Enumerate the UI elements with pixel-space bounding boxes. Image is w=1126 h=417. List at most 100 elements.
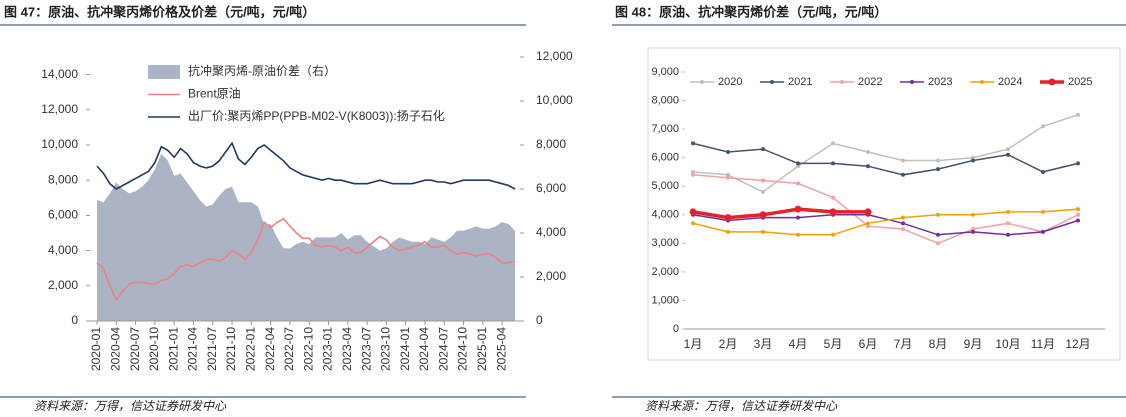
x-tick-label: 10月	[995, 337, 1020, 351]
x-tick-label: 2023-07	[359, 327, 373, 371]
x-tick-label: 6月	[859, 337, 878, 351]
legend-label: 2022	[858, 76, 882, 88]
x-tick-label: 2023-01	[321, 327, 335, 371]
point	[936, 158, 940, 163]
point	[726, 175, 730, 180]
point	[1041, 229, 1045, 234]
x-tick-label: 2月	[719, 337, 738, 351]
point	[796, 164, 800, 169]
x-tick-label: 12月	[1065, 337, 1090, 351]
point	[866, 164, 870, 169]
x-tick-label: 2020-01	[89, 327, 103, 371]
point	[691, 221, 695, 226]
legend-marker	[700, 80, 704, 84]
legend-label: 抗冲聚丙烯-原油价差（右）	[188, 63, 336, 78]
line	[692, 207, 868, 220]
y-tick-label: 0	[71, 313, 78, 327]
point	[901, 172, 905, 177]
point	[971, 212, 975, 217]
y-tick-label: 2,000	[651, 266, 679, 278]
line	[692, 214, 1079, 236]
point	[1006, 152, 1010, 157]
y-tick-label: 3,000	[651, 237, 679, 249]
point	[936, 232, 940, 237]
point	[1006, 221, 1010, 226]
y-tick-label: 12,000	[41, 102, 78, 116]
x-tick-label: 2022-10	[301, 327, 315, 371]
point	[901, 158, 905, 163]
point	[831, 161, 835, 166]
line	[692, 114, 1079, 193]
point	[691, 141, 695, 146]
point	[866, 224, 870, 229]
point	[936, 167, 940, 172]
point	[726, 149, 730, 154]
x-tick-label: 2021-07	[205, 327, 219, 371]
x-tick-label: 2024-04	[417, 327, 431, 371]
x-tick-label: 2020-10	[147, 327, 161, 371]
point	[831, 232, 835, 237]
point	[759, 211, 767, 219]
point	[794, 205, 802, 213]
x-tick-label: 8月	[929, 337, 948, 351]
point	[1076, 161, 1080, 166]
x-tick-label: 2023-04	[340, 327, 354, 371]
point	[866, 221, 870, 226]
x-tick-label: 2022-07	[282, 327, 296, 371]
y-tick-label: 5,000	[651, 180, 679, 192]
point	[726, 229, 730, 234]
point	[1041, 124, 1045, 129]
x-tick-label: 2024-07	[436, 327, 450, 371]
point	[971, 155, 975, 160]
chart-title: 图 48：原油、抗冲聚丙烯价差（元/吨，元/吨）	[615, 4, 887, 19]
y-tick-label: 14,000	[41, 67, 78, 81]
point	[796, 215, 800, 220]
x-tick-label: 2020-07	[128, 327, 142, 371]
point	[1006, 232, 1010, 237]
point	[796, 181, 800, 186]
y-tick-label: 8,000	[651, 94, 679, 106]
y-tick-label: 4,000	[48, 243, 78, 257]
line	[96, 141, 516, 190]
point	[971, 158, 975, 163]
y-tick-label: 7,000	[651, 123, 679, 135]
point	[831, 141, 835, 146]
x-tick-label: 4月	[789, 337, 808, 351]
point	[796, 232, 800, 237]
x-tick-label: 7月	[894, 337, 913, 351]
line	[96, 217, 516, 302]
legend-marker	[980, 80, 984, 84]
legend-marker	[770, 80, 774, 84]
y-tick-label: 1,000	[651, 294, 679, 306]
y2-tick-label: 4,000	[536, 225, 566, 239]
legend-swatch	[148, 65, 180, 79]
y2-tick-label: 12,000	[536, 49, 573, 63]
chart-frame	[647, 47, 1121, 361]
y-tick-label: 0	[673, 323, 679, 335]
point	[971, 229, 975, 234]
point	[901, 221, 905, 226]
point	[761, 229, 765, 234]
y-tick-label: 6,000	[651, 152, 679, 164]
y-tick-label: 6,000	[48, 208, 78, 222]
line	[692, 142, 1079, 176]
legend-label: 2021	[788, 76, 812, 88]
x-tick-label: 11月	[1031, 337, 1055, 351]
x-tick-label: 2024-01	[398, 327, 412, 371]
point	[691, 172, 695, 177]
y-tick-label: 4,000	[651, 209, 679, 221]
point	[936, 241, 940, 246]
point	[724, 214, 732, 222]
line	[692, 174, 1079, 245]
y-tick-label: 9,000	[651, 66, 679, 78]
point	[726, 172, 730, 177]
point	[796, 161, 800, 166]
point	[761, 189, 765, 194]
chart-title: 图 47：原油、抗冲聚丙烯价格及价差（元/吨，元/吨）	[4, 4, 315, 19]
y2-tick-label: 8,000	[536, 137, 566, 151]
x-tick-label: 2022-04	[263, 327, 277, 371]
point	[1076, 207, 1080, 212]
point	[936, 212, 940, 217]
x-tick-label: 2021-04	[186, 327, 200, 371]
